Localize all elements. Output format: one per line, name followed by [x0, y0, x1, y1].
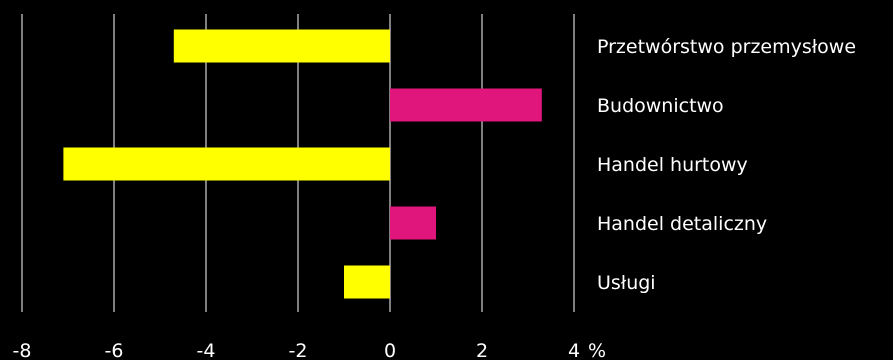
bar — [390, 88, 542, 122]
bars — [63, 29, 542, 299]
category-label: Budownictwo — [597, 95, 724, 117]
category-label: Handel detaliczny — [597, 213, 767, 235]
x-tick-label: 4 — [568, 340, 580, 360]
category-label: Usługi — [597, 272, 656, 294]
category-label: Handel hurtowy — [597, 154, 748, 176]
x-tick-label: -8 — [13, 340, 32, 360]
x-axis-unit: % — [588, 340, 606, 360]
bar — [173, 29, 390, 63]
category-labels: Przetwórstwo przemysłowe Budownictwo Hande… — [597, 36, 856, 294]
x-tick-label: -2 — [289, 340, 308, 360]
x-tick-label: -6 — [105, 340, 124, 360]
bar — [390, 206, 436, 240]
bar — [344, 265, 390, 299]
x-tick-label: -4 — [197, 340, 216, 360]
x-tick-label: 2 — [476, 340, 488, 360]
category-label: Przetwórstwo przemysłowe — [597, 36, 856, 58]
bar — [63, 147, 391, 181]
x-tick-labels: -8 -6 -4 -2 0 2 4 — [13, 340, 581, 360]
x-tick-label: 0 — [384, 340, 396, 360]
